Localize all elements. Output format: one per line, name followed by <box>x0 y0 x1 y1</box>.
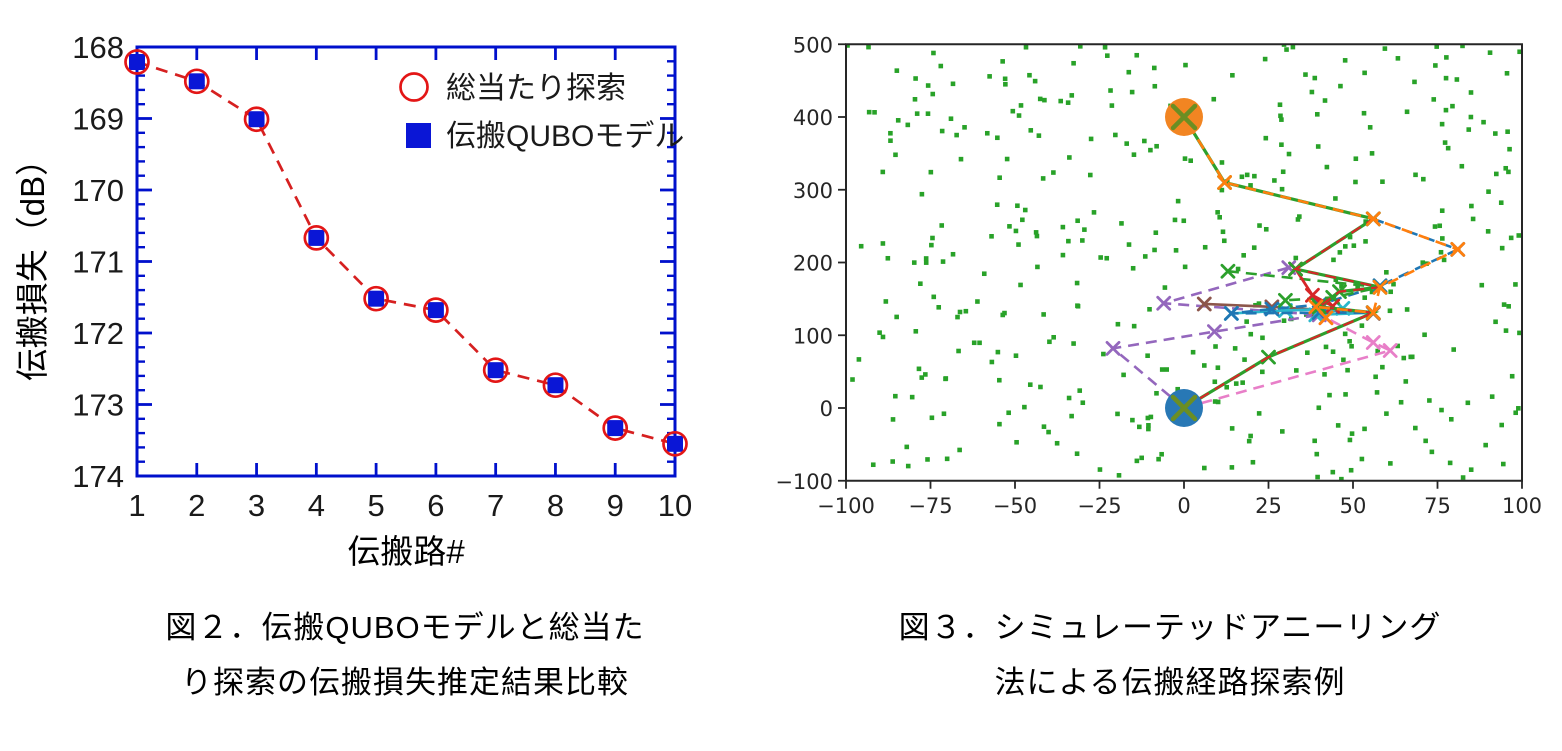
svg-text:伝搬損失（dB）: 伝搬損失（dB） <box>14 143 51 381</box>
svg-text:−50: −50 <box>993 494 1037 518</box>
svg-text:174: 174 <box>72 459 124 494</box>
svg-text:7: 7 <box>487 488 504 523</box>
svg-text:168: 168 <box>72 30 124 65</box>
svg-text:25: 25 <box>1255 494 1282 518</box>
svg-text:2: 2 <box>188 488 205 523</box>
figure3-caption: 図３．シミュレーテッドアニーリング 法による伝搬経路探索例 <box>850 600 1490 710</box>
svg-text:169: 169 <box>72 102 124 137</box>
svg-text:8: 8 <box>547 488 564 523</box>
svg-text:172: 172 <box>72 316 124 351</box>
figure3-caption-line1: 図３．シミュレーテッドアニーリング <box>898 610 1442 645</box>
svg-text:−100: −100 <box>775 470 833 494</box>
svg-text:−25: −25 <box>1077 494 1121 518</box>
svg-text:75: 75 <box>1424 494 1451 518</box>
svg-text:6: 6 <box>427 488 444 523</box>
svg-text:9: 9 <box>607 488 624 523</box>
svg-text:100: 100 <box>793 324 833 348</box>
svg-text:170: 170 <box>72 173 124 208</box>
svg-text:171: 171 <box>72 245 124 280</box>
svg-text:総当たり探索: 総当たり探索 <box>446 72 626 105</box>
svg-text:50: 50 <box>1340 494 1367 518</box>
svg-text:400: 400 <box>793 106 833 130</box>
figure2-caption-line1: 図２．伝搬QUBOモデルと総当た <box>165 610 645 645</box>
svg-text:173: 173 <box>72 388 124 423</box>
figure2-caption-line2: り探索の伝搬損失推定結果比較 <box>181 665 629 700</box>
svg-text:伝搬QUBOモデル: 伝搬QUBOモデル <box>446 120 684 153</box>
svg-text:300: 300 <box>793 179 833 203</box>
svg-text:−75: −75 <box>908 494 952 518</box>
svg-text:500: 500 <box>793 33 833 57</box>
svg-text:10: 10 <box>658 488 692 523</box>
svg-text:0: 0 <box>820 397 833 421</box>
svg-text:100: 100 <box>1502 494 1542 518</box>
svg-text:伝搬路#: 伝搬路# <box>347 533 465 570</box>
figure2-caption: 図２．伝搬QUBOモデルと総当た り探索の伝搬損失推定結果比較 <box>85 600 725 710</box>
figure3-caption-line2: 法による伝搬経路探索例 <box>994 665 1346 700</box>
svg-text:3: 3 <box>248 488 265 523</box>
svg-text:−100: −100 <box>817 494 875 518</box>
figure3-annealing-path-chart: −100 −75 −50 −25 0 25 50 75 100 −100 0 100 200 300 400… <box>775 33 1542 518</box>
svg-text:0: 0 <box>1177 494 1190 518</box>
svg-text:5: 5 <box>367 488 384 523</box>
svg-text:200: 200 <box>793 252 833 276</box>
svg-text:1: 1 <box>128 488 145 523</box>
svg-text:4: 4 <box>308 488 325 523</box>
